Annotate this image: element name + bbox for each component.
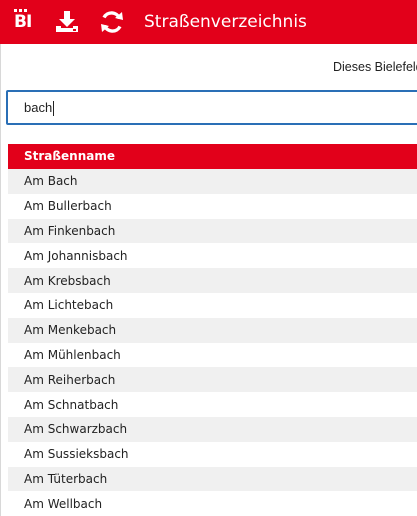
table-row[interactable]: Am Schnatbach (8, 392, 417, 417)
table-row[interactable]: Am Wellbach (8, 491, 417, 516)
table-row[interactable]: Am Lichtebach (8, 292, 417, 318)
top-app-bar: BI Straßenverzeichnis (0, 0, 417, 44)
table-row[interactable]: Am Mühlenbach (8, 342, 417, 368)
street-name-cell: Am Wellbach (24, 496, 103, 511)
table-body: Am Bach Am Bullerbach Am Finkenbach Am Joha… (8, 169, 417, 516)
table-row[interactable]: Am Tüterbach (8, 466, 417, 492)
street-name-cell: Am Bach (24, 174, 78, 189)
table-row[interactable]: Am Menkebach (8, 317, 417, 343)
street-name-cell: Am Sussieksbach (24, 447, 129, 462)
street-name-cell: Am Bullerbach (24, 199, 112, 214)
table-row[interactable]: Am Bullerbach (8, 193, 417, 219)
street-name-cell: Am Tüterbach (24, 471, 108, 486)
bielefeld-logo[interactable]: BI (14, 9, 34, 33)
logo-text: BI (14, 12, 32, 32)
table-row[interactable]: Am Krebsbach (8, 268, 417, 293)
street-name-cell: Am Schwarzbach (24, 422, 128, 437)
search-input[interactable] (24, 99, 404, 117)
street-name-cell: Am Reiherbach (24, 372, 116, 387)
street-name-cell: Am Krebsbach (24, 273, 111, 288)
text-caret (53, 101, 55, 116)
download-icon[interactable] (54, 9, 80, 35)
street-table: Straßenname Am Bach Am Bullerbach Am Finke… (8, 144, 417, 516)
table-row[interactable]: Am Reiherbach (8, 367, 417, 393)
table-row[interactable]: Am Finkenbach (8, 218, 417, 244)
street-name-cell: Am Schnatbach (24, 397, 119, 412)
street-name-cell: Am Menkebach (24, 323, 117, 338)
table-row[interactable]: Am Johannisbach (8, 243, 417, 269)
logo-dots (14, 9, 34, 12)
refresh-icon[interactable] (99, 9, 125, 35)
table-row[interactable]: Am Sussieksbach (8, 441, 417, 467)
app-title: Straßenverzeichnis (144, 12, 307, 32)
content-frame-border (0, 44, 1, 516)
street-name-cell: Am Johannisbach (24, 248, 128, 263)
street-name-cell: Am Mühlenbach (24, 347, 121, 362)
street-name-cell: Am Finkenbach (24, 223, 116, 238)
street-name-cell: Am Lichtebach (24, 298, 114, 313)
search-field[interactable] (6, 90, 417, 125)
table-row[interactable]: Am Bach (8, 169, 417, 194)
info-text: Dieses Bielefeld (333, 60, 417, 74)
column-header-street-name[interactable]: Straßenname (8, 144, 417, 169)
table-row[interactable]: Am Schwarzbach (8, 416, 417, 442)
